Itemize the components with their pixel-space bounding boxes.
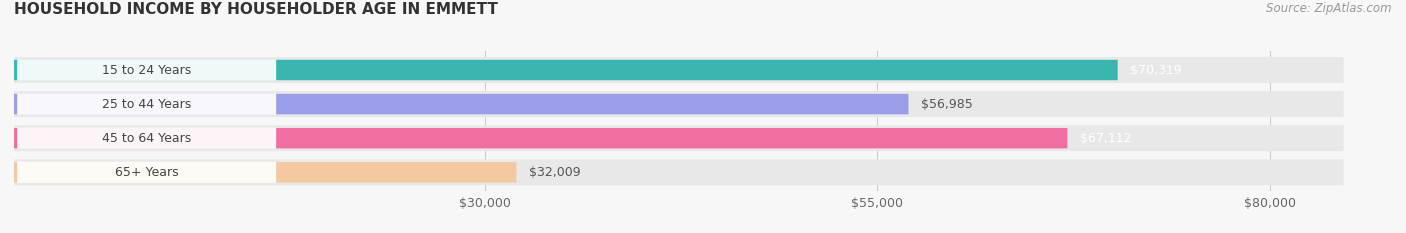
FancyBboxPatch shape [14,94,908,114]
FancyBboxPatch shape [14,125,1344,151]
FancyBboxPatch shape [17,128,276,149]
Text: $56,985: $56,985 [921,98,973,111]
FancyBboxPatch shape [17,59,276,81]
Text: 65+ Years: 65+ Years [115,166,179,179]
FancyBboxPatch shape [14,162,516,182]
FancyBboxPatch shape [14,159,1344,185]
FancyBboxPatch shape [14,91,1344,117]
Text: $32,009: $32,009 [529,166,581,179]
Text: $70,319: $70,319 [1130,64,1182,76]
FancyBboxPatch shape [17,162,276,183]
FancyBboxPatch shape [17,93,276,115]
Text: 15 to 24 Years: 15 to 24 Years [103,64,191,76]
FancyBboxPatch shape [14,60,1118,80]
FancyBboxPatch shape [14,57,1344,83]
Text: HOUSEHOLD INCOME BY HOUSEHOLDER AGE IN EMMETT: HOUSEHOLD INCOME BY HOUSEHOLDER AGE IN E… [14,2,498,17]
Text: 25 to 44 Years: 25 to 44 Years [103,98,191,111]
Text: Source: ZipAtlas.com: Source: ZipAtlas.com [1267,2,1392,15]
Text: 45 to 64 Years: 45 to 64 Years [103,132,191,145]
Text: $67,112: $67,112 [1080,132,1132,145]
FancyBboxPatch shape [14,128,1067,148]
